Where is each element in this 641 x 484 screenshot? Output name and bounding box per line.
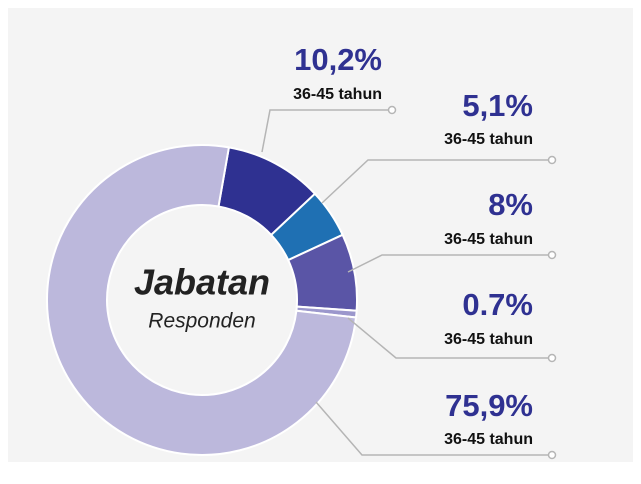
leader-line <box>321 159 549 204</box>
slice <box>46 144 358 456</box>
leader-line <box>347 254 549 273</box>
category-label: 36-45 tahun <box>444 331 533 348</box>
value-label: 8% <box>488 187 533 222</box>
center-title: Jabatan <box>134 262 270 303</box>
category-label: 36-45 tahun <box>444 231 533 248</box>
value-label: 75,9% <box>445 388 533 423</box>
category-label: 36-45 tahun <box>444 131 533 148</box>
value-label: 5,1% <box>462 88 533 123</box>
category-label: 36-45 tahun <box>444 431 533 448</box>
leader-line <box>261 109 389 153</box>
category-label: 36-45 tahun <box>293 86 382 103</box>
leader-dot <box>387 105 397 115</box>
leader-dot <box>547 450 557 460</box>
leader-line <box>315 401 549 456</box>
leader-line <box>347 317 549 359</box>
value-label: 0.7% <box>462 287 533 322</box>
center-subtitle: Responden <box>148 310 255 333</box>
leader-dot <box>547 250 557 260</box>
donut <box>46 144 358 456</box>
leader-dot <box>547 353 557 363</box>
value-label: 10,2% <box>294 42 382 77</box>
leader-dot <box>547 155 557 165</box>
